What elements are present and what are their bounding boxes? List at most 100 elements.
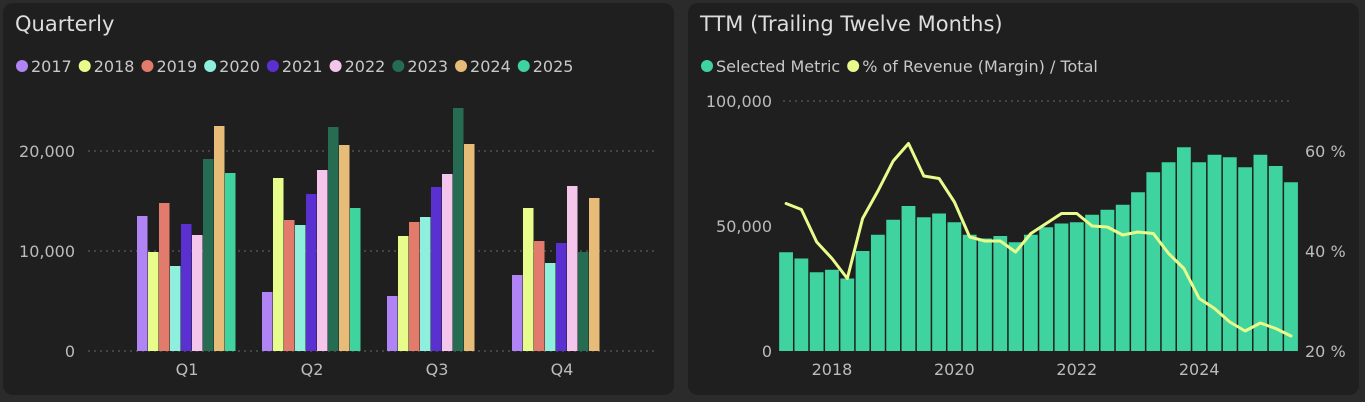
ttm-bar (825, 269, 839, 351)
y-tick-label-right: 40 % (1305, 242, 1346, 261)
y-tick-label-left: 0 (762, 342, 772, 361)
ttm-bar (1207, 154, 1222, 351)
bar-2017-Q3 (387, 296, 398, 351)
ttm-bar (901, 206, 916, 351)
quarterly-title: Quarterly (15, 12, 115, 36)
legend-label: 2019 (156, 57, 197, 76)
x-tick-label: Q1 (176, 360, 199, 379)
x-tick-label: 2022 (1056, 360, 1097, 379)
quarterly-panel: Quarterly 2017 2018 2019 2020 2021 2022 2023 20… (3, 3, 674, 395)
ttm-bar (1238, 167, 1252, 351)
legend-marker-1 (847, 60, 860, 72)
legend-label: 2024 (470, 57, 511, 76)
ttm-bar (1222, 157, 1237, 351)
legend-label: 2022 (345, 57, 386, 76)
legend-marker-0 (16, 60, 28, 72)
bar-2022-Q4 (567, 186, 578, 351)
bar-2021-Q2 (306, 194, 317, 351)
ttm-bar (1100, 209, 1115, 351)
bar-2024-Q1 (214, 126, 225, 351)
ttm-bar (1253, 154, 1268, 351)
ttm-bar (962, 234, 977, 351)
bar-2019-Q4 (534, 241, 545, 351)
bar-2018-Q2 (273, 178, 284, 351)
quarterly-chart: 2017 2018 2019 2020 2021 2022 2023 2024 2025 0 10,… (16, 57, 658, 379)
legend-marker-5 (329, 60, 342, 72)
x-tick-label: 2020 (934, 360, 975, 379)
legend-marker-3 (204, 60, 217, 72)
ttm-bar (870, 234, 885, 351)
ttm-bar (978, 238, 992, 351)
x-tick-label: Q4 (551, 360, 574, 379)
bar-2023-Q4 (578, 252, 589, 351)
ttm-bar (1284, 182, 1298, 351)
ttm-bar (1069, 222, 1084, 351)
bar-2021-Q4 (556, 243, 567, 351)
ttm-bar (809, 272, 824, 351)
y-tick-label-left: 50,000 (716, 217, 772, 236)
bar-2017-Q1 (137, 216, 148, 351)
ttm-bar (1008, 242, 1023, 351)
ttm-chart: Selected Metric % of Revenue (Margin) / T… (701, 57, 1346, 379)
legend-marker-8 (517, 60, 530, 72)
legend-marker-7 (455, 60, 468, 72)
bar-2021-Q3 (431, 187, 442, 351)
ttm-bar (1268, 166, 1283, 351)
bar-2020-Q1 (170, 266, 181, 351)
y-tick-label-right: 20 % (1305, 342, 1346, 361)
bar-2025-Q1 (225, 173, 236, 351)
ttm-bar (1085, 214, 1099, 351)
bar-2023-Q1 (203, 159, 214, 351)
y-tick-label-right: 60 % (1305, 142, 1346, 161)
legend-marker-6 (392, 60, 405, 72)
x-tick-label: Q2 (301, 360, 324, 379)
ttm-bar (794, 258, 809, 351)
bar-2022-Q3 (442, 174, 453, 351)
bar-2018-Q1 (148, 252, 159, 351)
legend-label: 2023 (407, 57, 448, 76)
bar-2019-Q3 (409, 222, 420, 351)
bar-2018-Q4 (523, 208, 534, 351)
legend-label: % of Revenue (Margin) / Total (862, 57, 1098, 76)
bar-2024-Q3 (464, 144, 475, 351)
legend-label: 2021 (282, 57, 323, 76)
ttm-bar (779, 252, 793, 351)
ttm-bar (840, 278, 855, 351)
y-tick-label: 0 (65, 342, 75, 361)
bar-2023-Q2 (328, 127, 339, 351)
ttm-title: TTM (Trailing Twelve Months) (700, 12, 1003, 36)
bar-2024-Q4 (589, 198, 600, 351)
x-tick-label: 2018 (812, 360, 853, 379)
ttm-bar (886, 219, 901, 351)
ttm-bar (1115, 204, 1130, 351)
bar-2022-Q2 (317, 170, 328, 351)
ttm-panel: TTM (Trailing Twelve Months) Selected Me… (688, 3, 1359, 395)
bar-2023-Q3 (453, 108, 464, 351)
ttm-bar (1161, 162, 1176, 351)
legend-label: Selected Metric (716, 57, 840, 76)
bar-2018-Q3 (398, 236, 409, 351)
ttm-bar (1176, 147, 1191, 351)
ttm-bar (947, 222, 962, 351)
legend-label: 2018 (94, 57, 135, 76)
margin-line (784, 142, 1293, 338)
ttm-bar (1023, 234, 1038, 351)
bar-2017-Q2 (262, 292, 273, 351)
bar-2017-Q4 (512, 275, 523, 351)
bar-2019-Q1 (159, 203, 170, 351)
x-tick-label: 2024 (1179, 360, 1220, 379)
bar-2024-Q2 (339, 145, 350, 351)
x-tick-label: Q3 (426, 360, 449, 379)
legend-marker-4 (266, 60, 279, 72)
bar-2022-Q1 (192, 235, 203, 351)
ttm-bar (1054, 223, 1069, 351)
ttm-bar (1192, 162, 1207, 351)
legend-label: 2025 (533, 57, 574, 76)
ttm-bar (932, 213, 946, 351)
bar-2020-Q3 (420, 217, 431, 351)
legend-marker-0 (701, 60, 713, 72)
ttm-bar (1146, 172, 1161, 351)
legend-marker-2 (141, 60, 154, 72)
ttm-bar (1039, 227, 1054, 351)
legend-label: 2020 (219, 57, 260, 76)
